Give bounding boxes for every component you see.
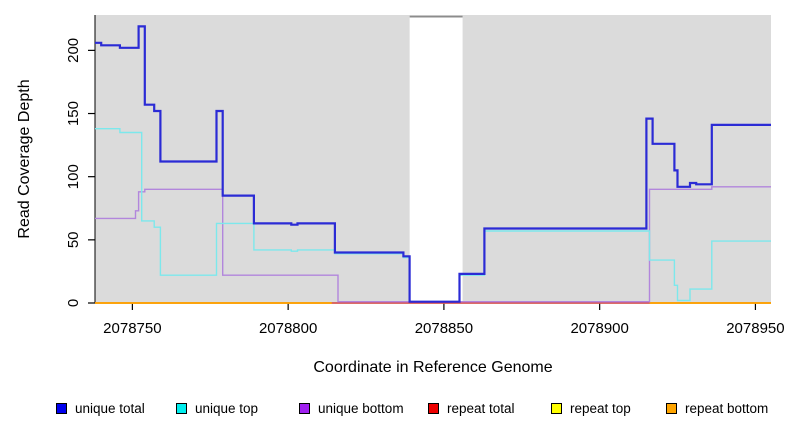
- legend-label-repeat-bottom: repeat bottom: [685, 400, 769, 416]
- axis-layer: 2078750 2078800 2078850 2078900 2078950 0 50 10…: [65, 15, 785, 337]
- plot-background-layer: [95, 15, 771, 303]
- series-layer: [95, 25, 771, 304]
- x-tick-label: 2078950: [726, 320, 784, 337]
- y-tick-label: 0: [65, 299, 82, 307]
- legend-swatch-unique-top: [176, 402, 187, 414]
- legend-label-repeat-top: repeat top: [570, 400, 631, 416]
- legend-item-repeat-bottom: repeat bottom: [666, 399, 768, 417]
- gap-region: [409, 15, 463, 303]
- x-tick-label: 2078850: [415, 320, 473, 337]
- x-tick-label: 2078750: [103, 320, 161, 337]
- legend-item-unique-bottom: unique bottom: [299, 399, 404, 417]
- legend-label-unique-total: unique total: [75, 400, 145, 416]
- legend-swatch-repeat-bottom: [666, 402, 677, 414]
- legend-swatch-repeat-total: [428, 402, 439, 414]
- series-unique-top-line: [95, 127, 771, 303]
- legend-swatch-unique-bottom: [299, 402, 310, 414]
- series-unique-total-line: [95, 25, 771, 303]
- legend-item-repeat-top: repeat top: [551, 399, 631, 417]
- legend-item-repeat-total: repeat total: [428, 399, 515, 417]
- y-tick-label: 150: [65, 101, 82, 126]
- legend-label-repeat-total: repeat total: [447, 400, 515, 416]
- legend-label-unique-bottom: unique bottom: [318, 400, 404, 416]
- chart-legend: unique total unique top unique bottom repea…: [0, 399, 792, 419]
- x-axis-title: Coordinate in Reference Genome: [313, 359, 552, 376]
- y-axis-title: Read Coverage Depth: [16, 79, 33, 238]
- x-tick-label: 2078900: [570, 320, 628, 337]
- coverage-chart: 2078750 2078800 2078850 2078900 2078950 0 50 10…: [16, 15, 785, 376]
- legend-swatch-unique-total: [56, 402, 67, 414]
- y-tick-label: 200: [65, 38, 82, 63]
- series-unique-bottom-line: [95, 186, 771, 303]
- y-tick-label: 100: [65, 164, 82, 189]
- x-tick-label: 2078800: [259, 320, 317, 337]
- legend-item-unique-top: unique top: [176, 399, 258, 417]
- legend-item-unique-total: unique total: [56, 399, 145, 417]
- legend-label-unique-top: unique top: [195, 400, 259, 416]
- legend-swatch-repeat-top: [551, 402, 562, 414]
- y-tick-label: 50: [65, 231, 82, 248]
